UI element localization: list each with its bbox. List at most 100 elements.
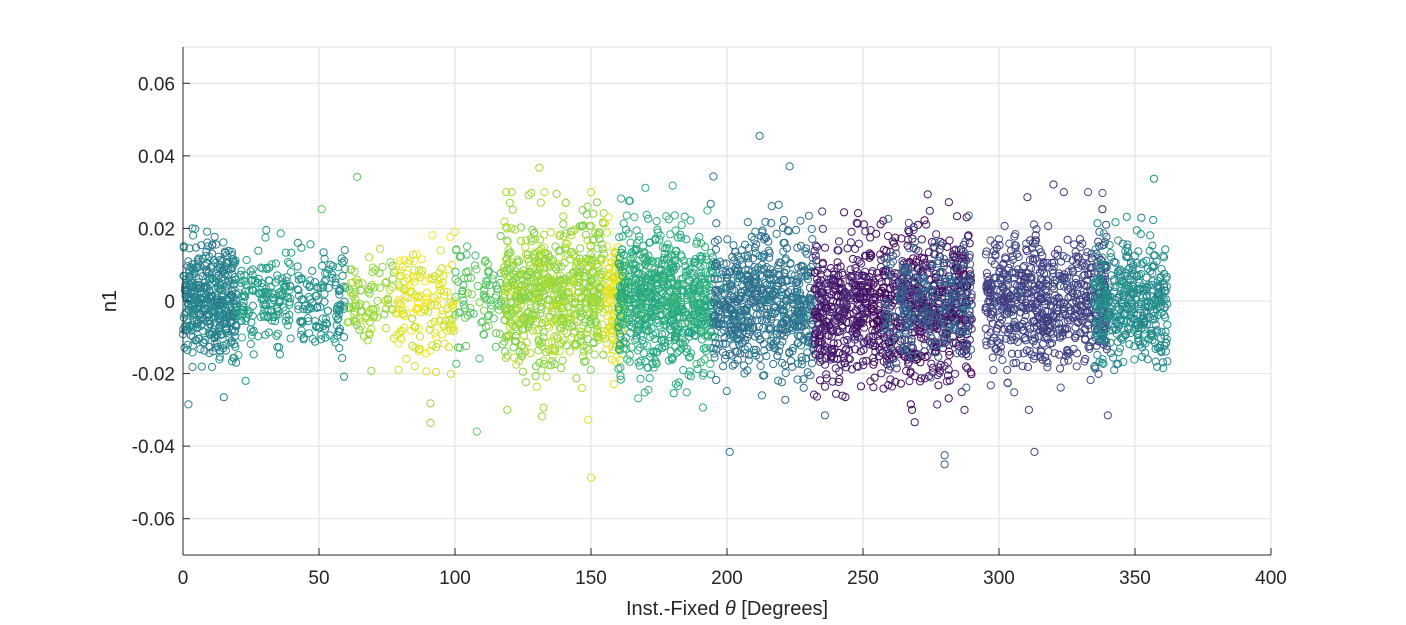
data-point (570, 304, 579, 313)
data-point (557, 364, 566, 373)
data-point (610, 277, 619, 286)
data-point (516, 236, 526, 245)
data-point (684, 370, 693, 380)
data-point (294, 286, 303, 295)
data-point (299, 295, 308, 304)
data-point (246, 339, 255, 349)
data-point (256, 263, 265, 272)
data-point (1056, 364, 1065, 373)
data-point (583, 289, 592, 298)
data-point (672, 282, 681, 291)
data-point (532, 382, 541, 391)
data-point (467, 290, 476, 299)
data-point (203, 294, 212, 304)
data-point (215, 300, 224, 309)
data-point (548, 277, 557, 286)
data-point (320, 297, 329, 306)
data-point (577, 312, 586, 321)
data-point (507, 188, 516, 197)
data-point (572, 318, 581, 327)
data-point (772, 229, 781, 238)
data-point (561, 229, 571, 238)
data-points (179, 131, 1172, 482)
data-point (267, 316, 276, 325)
data-point (625, 351, 634, 360)
data-point (335, 343, 344, 353)
data-point (187, 288, 196, 297)
data-point (345, 317, 354, 326)
data-point (285, 259, 294, 268)
data-point (564, 276, 573, 285)
data-point (501, 332, 510, 341)
data-point (245, 307, 254, 316)
data-point (451, 275, 460, 284)
data-point (202, 266, 211, 276)
data-point (297, 326, 306, 335)
data-point (314, 323, 323, 332)
data-point (283, 294, 293, 303)
data-point (650, 334, 659, 343)
data-point (458, 287, 467, 296)
data-point (820, 243, 830, 252)
data-point (586, 280, 595, 289)
data-point (577, 384, 587, 393)
data-point (509, 276, 518, 285)
data-point (699, 369, 708, 378)
data-point (276, 287, 285, 296)
data-point (571, 340, 580, 349)
data-point (848, 254, 858, 264)
data-point (227, 247, 237, 256)
data-point (779, 216, 789, 225)
data-point (339, 372, 349, 381)
data-point (284, 257, 293, 267)
data-point (218, 290, 227, 299)
data-point (471, 251, 480, 260)
data-point (502, 254, 511, 263)
data-point (591, 228, 600, 237)
data-point (240, 271, 249, 280)
data-point (1003, 365, 1012, 375)
data-point (437, 264, 446, 273)
data-point (1063, 235, 1072, 244)
data-point (459, 300, 468, 309)
data-point (344, 304, 353, 313)
data-point (521, 243, 530, 252)
data-point (470, 261, 479, 270)
data-point (962, 383, 971, 392)
data-point (960, 405, 969, 414)
data-point (321, 315, 331, 324)
data-point (664, 356, 673, 365)
data-point (188, 341, 197, 350)
data-point (281, 316, 290, 326)
data-point (672, 333, 681, 342)
data-point (287, 267, 296, 277)
data-point (308, 266, 317, 275)
data-point (264, 288, 273, 297)
data-point (818, 207, 827, 216)
data-point (517, 342, 526, 351)
data-point (261, 300, 271, 309)
data-point (271, 259, 280, 268)
data-point (957, 388, 966, 397)
data-point (220, 319, 229, 328)
data-point (521, 293, 530, 302)
data-point (475, 298, 484, 307)
data-point (241, 287, 250, 296)
data-point (217, 311, 226, 320)
data-point (593, 244, 602, 253)
data-point (201, 336, 210, 345)
data-point (576, 303, 585, 312)
data-point (569, 250, 578, 259)
data-point (639, 349, 648, 358)
data-point (481, 256, 490, 265)
data-point (540, 188, 549, 197)
data-point (671, 379, 680, 389)
data-point (365, 289, 374, 298)
data-point (460, 304, 469, 313)
data-point (576, 292, 585, 301)
data-point (781, 368, 790, 378)
data-point (400, 291, 409, 300)
data-point (652, 217, 661, 226)
data-point (981, 324, 990, 333)
data-point (415, 345, 424, 354)
